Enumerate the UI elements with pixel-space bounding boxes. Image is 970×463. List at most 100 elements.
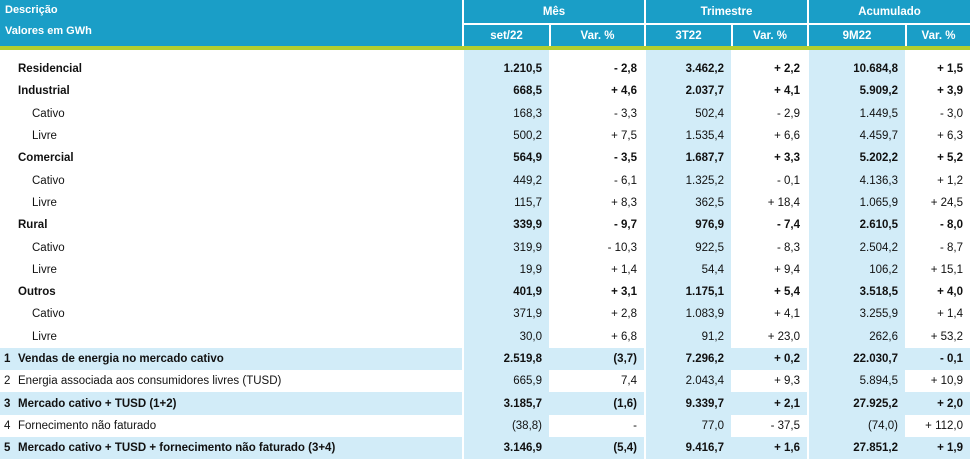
header-col-accumulated-var: Var. % xyxy=(905,25,970,46)
header-col-month-var: Var. % xyxy=(549,25,644,46)
cell-value: 339,9 xyxy=(462,214,549,237)
total-number: 2 xyxy=(4,375,11,388)
cell-value: 91,2 xyxy=(644,325,731,348)
total-label: 2 Energia associada aos consumidores livr… xyxy=(0,370,462,392)
cell-value: + 5,2 xyxy=(937,152,963,165)
cell-value: 665,9 xyxy=(462,370,549,393)
cell-value: - 37,5 xyxy=(770,419,800,432)
cell-value: 976,9 xyxy=(644,214,731,237)
cell-value: + 9,4 xyxy=(774,263,800,276)
cell-value: + 4,6 xyxy=(611,85,637,98)
cell-value: - 8,3 xyxy=(776,241,800,254)
table-row: Cativo 371,9 + 2,8 1.083,9 + 4,1 3.255,9 + 1,4 xyxy=(0,303,970,326)
total-row: 5 Mercado cativo + TUSD + fornecimento nã… xyxy=(0,437,970,460)
cell-value: + 2,8 xyxy=(611,308,637,321)
cell-value: 115,7 xyxy=(462,191,549,215)
cell-value: - 2,8 xyxy=(613,63,637,76)
cell-value: (3,7) xyxy=(549,347,644,371)
cell-value: - 3,0 xyxy=(939,107,963,120)
cell-value: (5,4) xyxy=(549,437,644,460)
cell-value: 449,2 xyxy=(462,169,549,192)
cell-value: 5.894,5 xyxy=(807,370,905,393)
total-row: 1 Vendas de energia no mercado cativo 2.51… xyxy=(0,347,970,371)
cell-value: 1.449,5 xyxy=(807,102,905,125)
total-label-text: Mercado cativo + TUSD (1+2) xyxy=(18,397,177,410)
cell-value: 54,4 xyxy=(644,258,731,281)
table-row: Livre 500,2 + 7,5 1.535,4 + 6,6 4.459,7 + 6,3 xyxy=(0,124,970,148)
cell-value: + 2,0 xyxy=(905,392,970,415)
cell-value: + 4,1 xyxy=(774,308,800,321)
total-label-text: Fornecimento não faturado xyxy=(18,419,157,432)
header-col-month: set/22 xyxy=(462,25,549,46)
table-row: Livre 30,0 + 6,8 91,2 + 23,0 262,6 + 53,2 xyxy=(0,325,970,348)
cell-value: + 6,3 xyxy=(937,130,963,143)
cell-value: + 8,3 xyxy=(611,196,637,209)
total-label: 1 Vendas de energia no mercado cativo xyxy=(0,347,462,371)
cell-value: 2.037,7 xyxy=(644,80,731,103)
cell-value: + 53,2 xyxy=(930,330,963,343)
cell-value: + 1,2 xyxy=(937,174,963,187)
cell-value: 168,3 xyxy=(462,102,549,125)
cell-value: 401,9 xyxy=(462,280,549,304)
cell-value: + 1,5 xyxy=(937,63,963,76)
table-row: Cativo 319,9 - 10,3 922,5 - 8,3 2.504,2 - 8,7 xyxy=(0,236,970,259)
cell-value: 4.459,7 xyxy=(807,124,905,148)
cell-value: 7,4 xyxy=(621,375,637,388)
row-label: Livre xyxy=(32,130,57,143)
cell-value: + 1,9 xyxy=(905,437,970,460)
cell-value: 22.030,7 xyxy=(807,347,905,371)
cell-value: 2.504,2 xyxy=(807,236,905,259)
cell-value: (38,8) xyxy=(462,414,549,438)
row-label: Comercial xyxy=(18,152,74,165)
total-number: 3 xyxy=(4,397,11,410)
cell-value: 10.684,8 xyxy=(807,58,905,81)
accent-divider xyxy=(0,46,970,50)
cell-value: + 3,3 xyxy=(774,152,800,165)
header-col-quarter: 3T22 xyxy=(644,25,731,46)
cell-value: - 3,3 xyxy=(613,107,637,120)
cell-value: + 5,4 xyxy=(774,286,800,299)
cell-value: 1.083,9 xyxy=(644,303,731,326)
cell-value: - 8,0 xyxy=(939,219,963,232)
row-label: Outros xyxy=(18,286,56,299)
cell-value: + 4,0 xyxy=(937,286,963,299)
cell-value: + 15,1 xyxy=(930,263,963,276)
header-row-columns: Valores em GWh set/22 Var. % 3T22 Var. %… xyxy=(0,25,970,46)
cell-value: 1.210,5 xyxy=(462,58,549,81)
cell-value: - 9,7 xyxy=(613,219,637,232)
cell-value: + 2,2 xyxy=(774,63,800,76)
row-label: Livre xyxy=(32,330,57,343)
cell-value: 2.519,8 xyxy=(462,347,549,371)
total-label-text: Energia associada aos consumidores livre… xyxy=(18,375,282,388)
cell-value: 27.925,2 xyxy=(807,392,905,415)
cell-value: 2.610,5 xyxy=(807,214,905,237)
cell-value: - 3,5 xyxy=(613,152,637,165)
row-label: Industrial xyxy=(18,85,70,98)
cell-value: - 10,3 xyxy=(607,241,637,254)
total-row: 2 Energia associada aos consumidores livr… xyxy=(0,370,970,393)
cell-value: 262,6 xyxy=(807,325,905,348)
cell-value: + 2,1 xyxy=(731,392,807,415)
cell-value: 30,0 xyxy=(462,325,549,348)
cell-value: + 4,1 xyxy=(774,85,800,98)
cell-value: 500,2 xyxy=(462,124,549,148)
table-row: Rural 339,9 - 9,7 976,9 - 7,4 2.610,5 - 8,0 xyxy=(0,214,970,237)
total-label: 3 Mercado cativo + TUSD (1+2) xyxy=(0,392,462,415)
cell-value: 1.535,4 xyxy=(644,124,731,148)
total-number: 1 xyxy=(4,353,11,365)
cell-value: + 7,5 xyxy=(611,130,637,143)
cell-value: + 6,6 xyxy=(774,130,800,143)
cell-value: 77,0 xyxy=(644,414,731,438)
cell-value: 668,5 xyxy=(462,80,549,103)
total-number: 4 xyxy=(4,419,11,432)
cell-value: 106,2 xyxy=(807,258,905,281)
header-row-groups: Descrição Mês Trimestre Acumulado xyxy=(0,0,970,25)
header-group-quarter: Trimestre xyxy=(644,0,807,25)
cell-value: 9.339,7 xyxy=(644,392,731,415)
table-row: Outros 401,9 + 3,1 1.175,1 + 5,4 3.518,5 + 4,0 xyxy=(0,280,970,304)
cell-value: - 0,1 xyxy=(776,174,800,187)
header-col-quarter-var: Var. % xyxy=(731,25,807,46)
cell-value: + 1,4 xyxy=(611,263,637,276)
total-row: 3 Mercado cativo + TUSD (1+2) 3.185,7 (1,6)… xyxy=(0,392,970,415)
